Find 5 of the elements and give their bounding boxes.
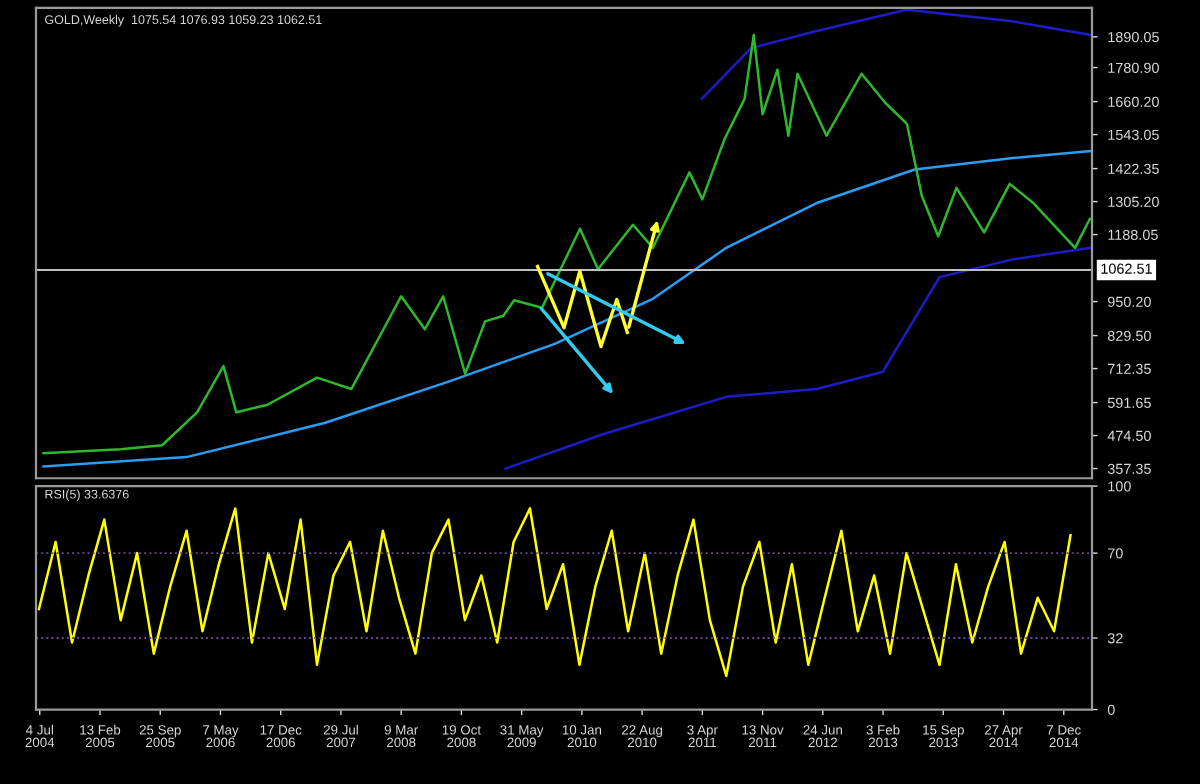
line-series <box>700 8 1092 101</box>
line-series <box>42 149 1092 468</box>
line-series <box>42 33 1092 455</box>
line-series <box>37 507 1072 678</box>
line-series <box>504 246 1092 470</box>
